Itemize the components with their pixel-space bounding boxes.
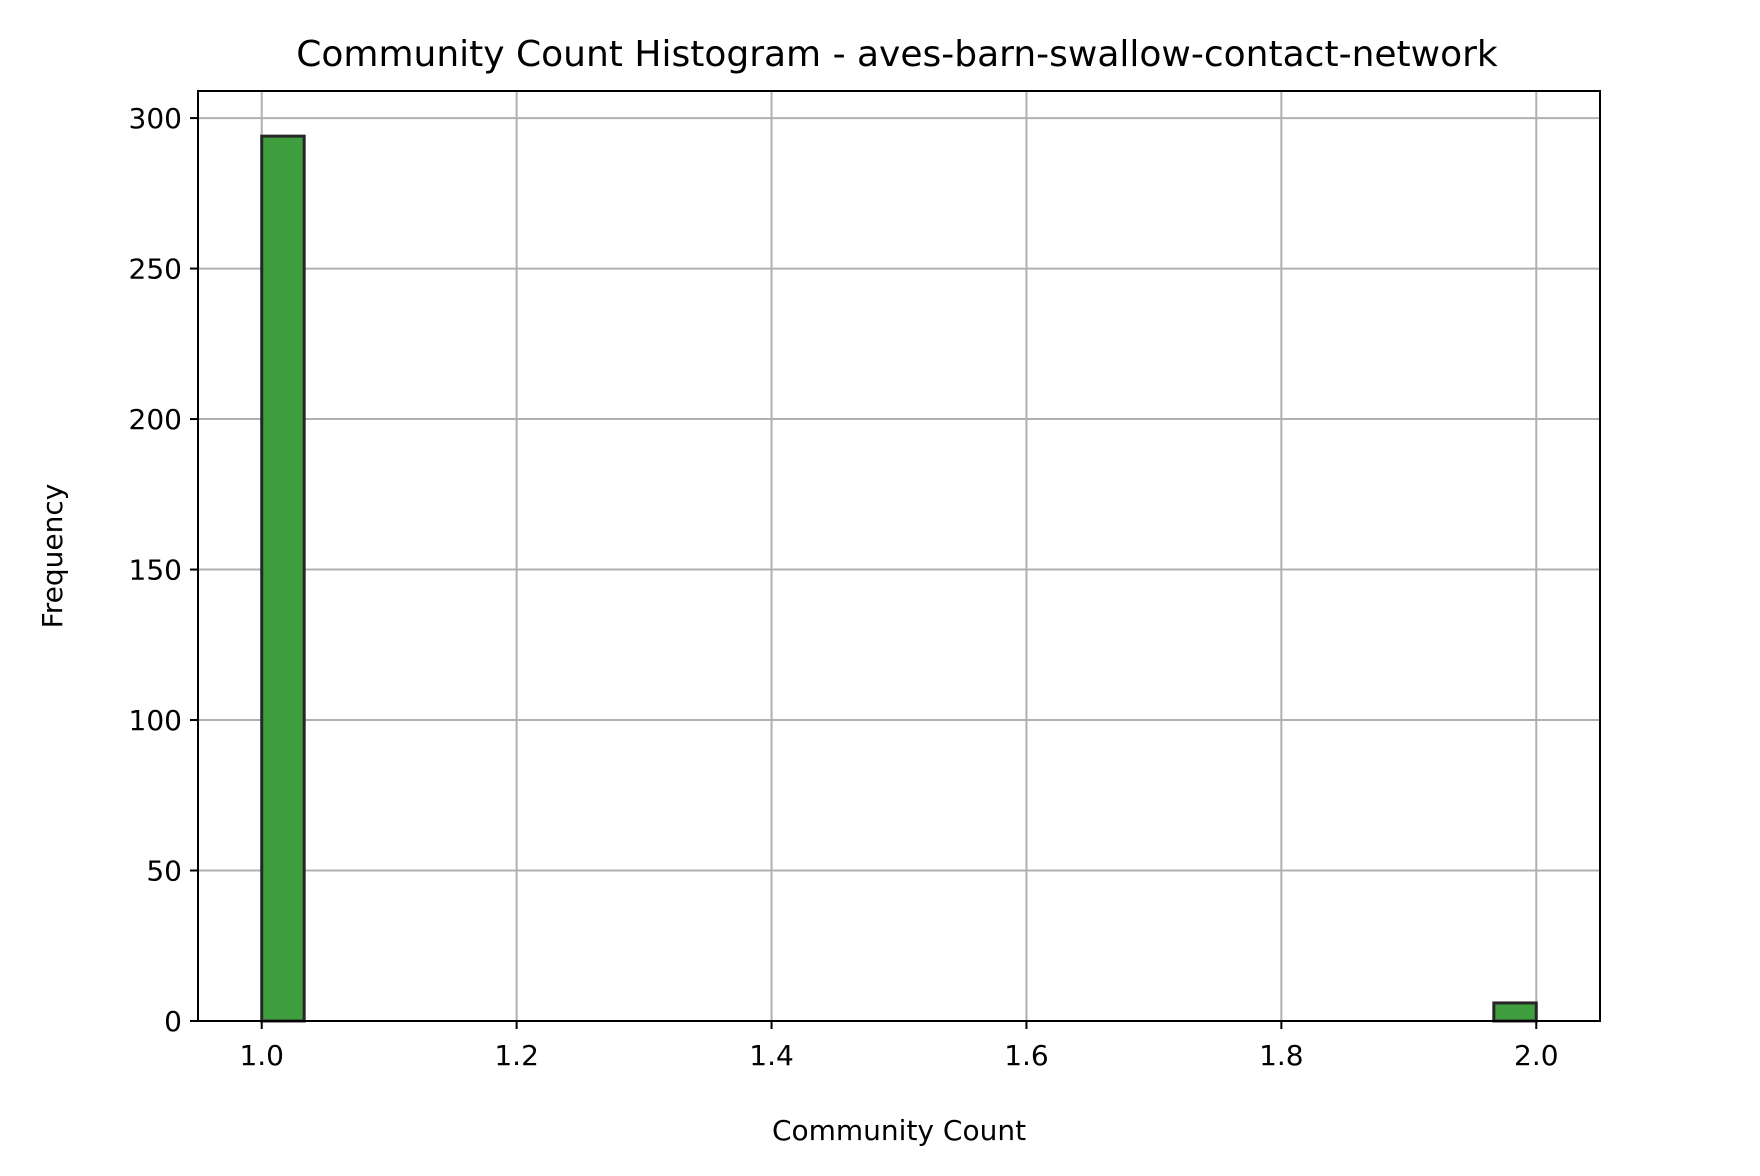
x-tick-label-3: 1.6 [1004,1039,1049,1072]
y-tick-label-0: 0 [164,1005,182,1038]
histogram-bars [260,134,1538,1023]
x-tick-label-0: 1.0 [239,1039,284,1072]
y-tick-label-5: 250 [129,253,182,286]
grid-lines [198,91,1600,1022]
axis-ticks: 1.0 1.2 1.4 1.6 1.8 2.0 0 50 100 150 200 250 300 [129,102,1559,1072]
y-axis-label: Frequency [36,484,69,629]
x-axis-label: Community Count [772,1114,1026,1147]
y-tick-label-4: 200 [129,403,182,436]
x-tick-label-2: 1.4 [749,1039,794,1072]
x-tick-label-4: 1.8 [1259,1039,1304,1072]
histogram-bar-1 [1492,1001,1538,1023]
x-tick-label-5: 2.0 [1514,1039,1559,1072]
histogram-bar-0 [260,134,306,1023]
y-tick-label-1: 50 [146,855,182,888]
y-tick-label-3: 150 [129,554,182,587]
plot-frame [197,90,1601,1022]
y-tick-label-2: 100 [129,704,182,737]
chart-title: Community Count Histogram - aves-barn-sw… [296,34,1498,75]
y-tick-label-6: 300 [129,102,182,135]
x-tick-label-1: 1.2 [494,1039,539,1072]
